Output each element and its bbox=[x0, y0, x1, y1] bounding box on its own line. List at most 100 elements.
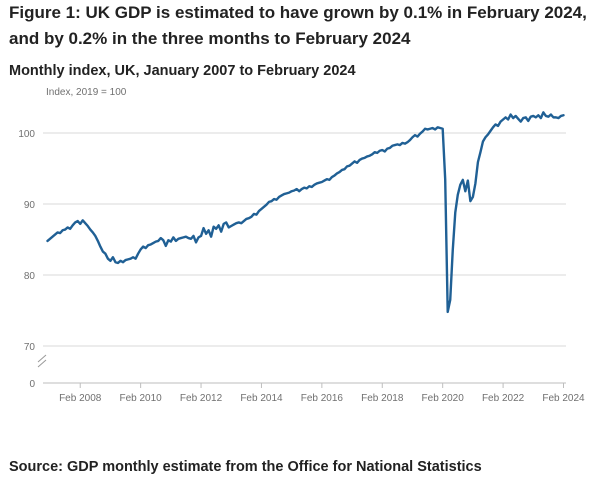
data-point-2010-03 bbox=[142, 245, 144, 247]
data-point-2012-12 bbox=[225, 221, 227, 223]
x-tick-label: Feb 2014 bbox=[240, 393, 283, 404]
data-point-2015-11 bbox=[313, 184, 315, 186]
gridlines bbox=[43, 132, 566, 384]
data-point-2021-07 bbox=[484, 136, 486, 138]
data-point-2020-03 bbox=[444, 178, 446, 180]
data-point-2022-09 bbox=[520, 120, 522, 122]
data-point-2009-08 bbox=[124, 259, 126, 261]
data-point-2019-05 bbox=[419, 133, 421, 135]
x-tick-label: Feb 2024 bbox=[542, 393, 585, 404]
data-point-2016-11 bbox=[343, 168, 345, 170]
data-point-2009-07 bbox=[122, 261, 124, 263]
data-point-2007-06 bbox=[59, 232, 61, 234]
source-note: Source: GDP monthly estimate from the Of… bbox=[9, 459, 482, 475]
data-point-2014-12 bbox=[285, 192, 287, 194]
x-tick-label: Feb 2022 bbox=[482, 393, 525, 404]
data-point-2024-02 bbox=[562, 114, 564, 116]
data-point-2022-01 bbox=[499, 120, 501, 122]
data-point-2011-10 bbox=[190, 238, 192, 240]
data-point-2015-10 bbox=[311, 186, 313, 188]
data-point-2012-08 bbox=[215, 228, 217, 230]
data-point-2014-03 bbox=[263, 206, 265, 208]
data-point-2022-04 bbox=[507, 118, 509, 120]
data-point-2015-09 bbox=[308, 185, 310, 187]
data-point-2008-04 bbox=[84, 222, 86, 224]
data-point-2013-03 bbox=[233, 223, 235, 225]
y-tick-label: 90 bbox=[24, 200, 36, 211]
data-point-2010-11 bbox=[162, 239, 164, 241]
data-point-2021-06 bbox=[482, 140, 484, 142]
data-point-2017-10 bbox=[371, 153, 373, 155]
data-point-2018-12 bbox=[406, 141, 408, 143]
data-point-2010-04 bbox=[144, 247, 146, 249]
data-point-2014-08 bbox=[275, 199, 277, 201]
data-point-2022-03 bbox=[504, 116, 506, 118]
data-point-2017-02 bbox=[351, 162, 353, 164]
data-point-2014-05 bbox=[268, 201, 270, 203]
series-line-gdp-index bbox=[46, 111, 565, 314]
y-tick-label: 100 bbox=[18, 129, 35, 140]
data-point-2020-11 bbox=[464, 190, 466, 192]
data-point-2020-01 bbox=[439, 127, 441, 129]
data-point-2012-07 bbox=[212, 226, 214, 228]
data-point-2009-06 bbox=[119, 260, 121, 262]
data-point-2022-08 bbox=[517, 118, 519, 120]
data-point-2008-10 bbox=[99, 245, 101, 247]
data-point-2019-09 bbox=[429, 128, 431, 130]
data-point-2010-12 bbox=[165, 245, 167, 247]
chart-title: Figure 1: UK GDP is estimated to have gr… bbox=[9, 3, 587, 48]
data-point-2007-02 bbox=[49, 238, 51, 240]
data-point-2010-07 bbox=[152, 242, 154, 244]
data-point-2014-06 bbox=[270, 200, 272, 202]
data-point-2009-10 bbox=[129, 257, 131, 259]
data-point-2020-05 bbox=[449, 299, 451, 301]
data-point-2010-01 bbox=[137, 253, 139, 255]
data-point-2016-03 bbox=[323, 179, 325, 181]
data-point-2015-04 bbox=[295, 188, 297, 190]
data-point-2020-10 bbox=[462, 179, 464, 181]
data-point-2022-06 bbox=[512, 117, 514, 119]
data-point-2013-08 bbox=[245, 218, 247, 220]
x-tick-label: Feb 2010 bbox=[119, 393, 162, 404]
x-tick-label: Feb 2008 bbox=[59, 393, 102, 404]
data-point-2018-03 bbox=[384, 150, 386, 152]
y-axis-label: Index, 2019 = 100 bbox=[46, 87, 127, 98]
data-point-2019-06 bbox=[421, 130, 423, 132]
data-point-2023-09 bbox=[550, 113, 552, 115]
data-point-2013-12 bbox=[255, 213, 257, 215]
data-point-2019-07 bbox=[424, 128, 426, 130]
data-point-2016-12 bbox=[346, 165, 348, 167]
data-point-2013-11 bbox=[253, 213, 255, 215]
data-point-2010-05 bbox=[147, 244, 149, 246]
data-point-2007-03 bbox=[51, 235, 53, 237]
data-point-2014-10 bbox=[280, 194, 282, 196]
data-point-2017-01 bbox=[348, 164, 350, 166]
data-point-2018-11 bbox=[404, 142, 406, 144]
data-point-2023-10 bbox=[552, 116, 554, 118]
data-point-2020-04 bbox=[447, 311, 449, 313]
data-point-2018-09 bbox=[399, 144, 401, 146]
data-point-2017-08 bbox=[366, 155, 368, 157]
data-point-2007-07 bbox=[61, 229, 63, 231]
data-point-2011-06 bbox=[180, 237, 182, 239]
data-point-2015-06 bbox=[301, 188, 303, 190]
data-point-2011-07 bbox=[182, 236, 184, 238]
axis-break-icon bbox=[37, 354, 47, 368]
data-point-2007-11 bbox=[71, 224, 73, 226]
data-point-2007-12 bbox=[74, 221, 76, 223]
data-point-2009-05 bbox=[117, 262, 119, 264]
data-point-2017-11 bbox=[374, 151, 376, 153]
data-point-2020-09 bbox=[459, 184, 461, 186]
data-point-2009-04 bbox=[114, 261, 116, 263]
data-point-2008-08 bbox=[94, 235, 96, 237]
data-point-2011-01 bbox=[167, 239, 169, 241]
data-point-2022-05 bbox=[509, 113, 511, 115]
data-point-2015-12 bbox=[316, 182, 318, 184]
data-point-2017-06 bbox=[361, 157, 363, 159]
data-point-2019-01 bbox=[409, 139, 411, 141]
data-point-2014-04 bbox=[265, 204, 267, 206]
data-point-2008-01 bbox=[77, 220, 79, 222]
data-point-2016-08 bbox=[336, 172, 338, 174]
data-point-2018-04 bbox=[386, 147, 388, 149]
data-layer bbox=[46, 111, 565, 314]
